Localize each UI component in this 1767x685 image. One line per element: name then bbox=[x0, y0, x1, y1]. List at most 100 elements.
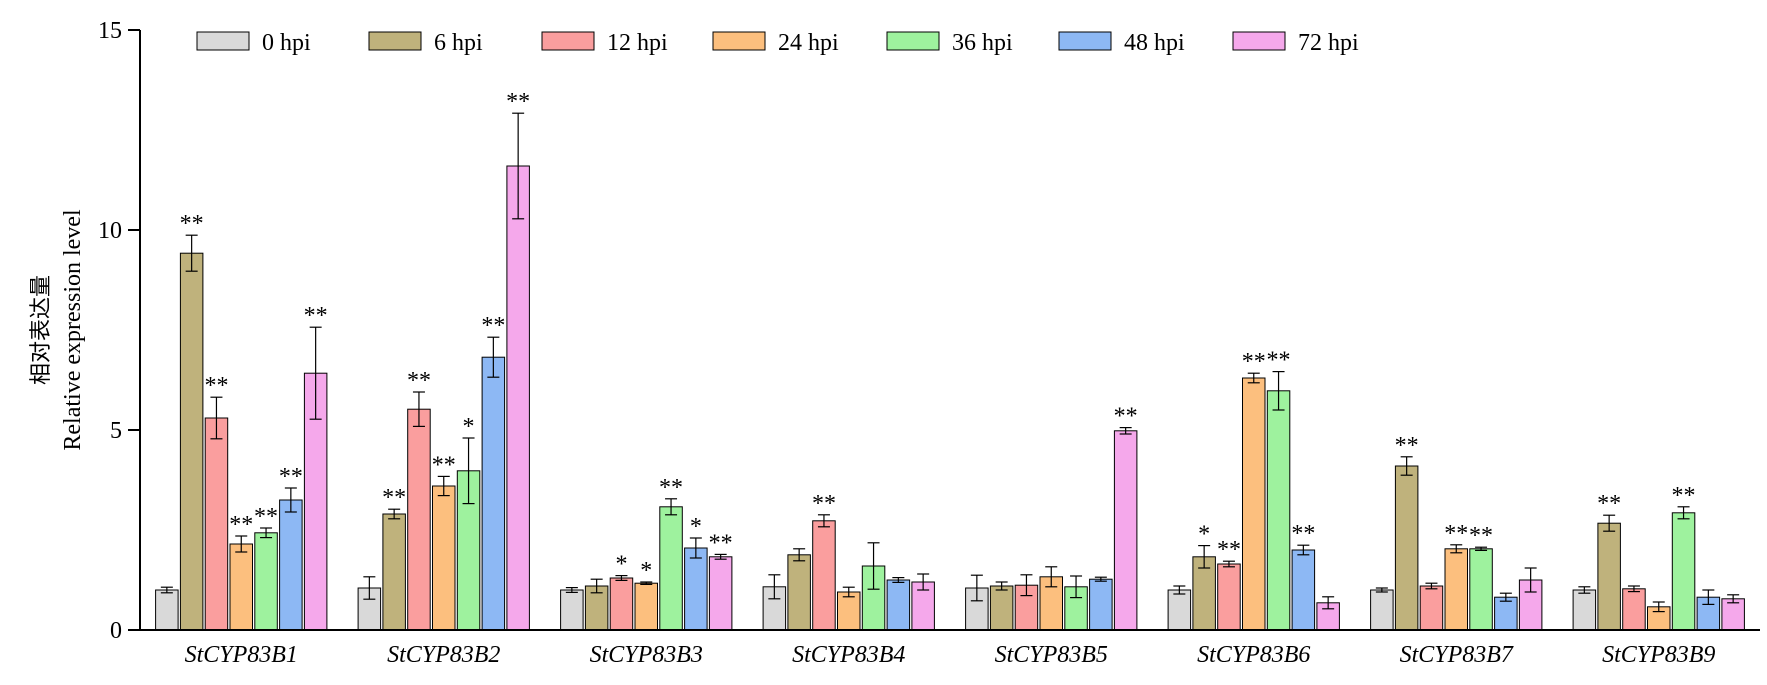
y-axis-title-cn: 相对表达量 bbox=[29, 275, 54, 385]
bar bbox=[1671, 512, 1696, 631]
significance-mark: ** bbox=[481, 313, 505, 339]
significance-mark: * bbox=[640, 558, 652, 584]
bar bbox=[560, 589, 584, 631]
significance-mark: ** bbox=[812, 491, 836, 517]
significance-mark: * bbox=[690, 514, 702, 540]
significance-mark: * bbox=[463, 414, 475, 440]
bar bbox=[684, 547, 708, 631]
bar bbox=[279, 499, 303, 631]
significance-mark: ** bbox=[659, 475, 683, 501]
bar bbox=[382, 513, 406, 631]
bar bbox=[481, 356, 506, 631]
bar bbox=[1242, 377, 1266, 631]
bar bbox=[1622, 588, 1646, 631]
significance-mark: ** bbox=[1672, 483, 1696, 509]
x-tick-label: StCYP83B6 bbox=[1197, 642, 1310, 668]
bar bbox=[989, 585, 1014, 631]
bar bbox=[1217, 563, 1241, 631]
legend-label: 24 hpi bbox=[778, 30, 839, 56]
legend-swatch bbox=[196, 31, 250, 51]
significance-mark: ** bbox=[1114, 404, 1138, 430]
significance-mark: ** bbox=[1444, 521, 1468, 547]
bar bbox=[1721, 598, 1745, 631]
bar bbox=[432, 485, 456, 631]
bar bbox=[837, 591, 861, 631]
legend-label: 0 hpi bbox=[262, 30, 311, 56]
legend-label: 6 hpi bbox=[434, 30, 483, 56]
bar bbox=[1469, 548, 1493, 631]
x-tick-label: StCYP83B2 bbox=[387, 642, 500, 668]
significance-mark: ** bbox=[709, 530, 733, 556]
legend-label: 48 hpi bbox=[1124, 30, 1185, 56]
bar bbox=[659, 506, 683, 631]
y-tick-label: 5 bbox=[110, 418, 122, 444]
significance-mark: ** bbox=[1242, 349, 1266, 375]
legend-swatch bbox=[1232, 31, 1286, 51]
bar bbox=[634, 582, 658, 631]
y-ticks: 0 5 10 15 bbox=[98, 18, 140, 644]
bar bbox=[1494, 596, 1518, 631]
significance-mark: * bbox=[1198, 522, 1210, 548]
bar bbox=[1597, 522, 1621, 631]
bar bbox=[708, 556, 733, 631]
y-axis-title: Relative expression level bbox=[60, 209, 86, 451]
significance-mark: ** bbox=[1267, 348, 1291, 374]
x-tick-label: StCYP83B4 bbox=[792, 642, 905, 668]
axes bbox=[139, 30, 1760, 631]
significance-mark: ** bbox=[1395, 433, 1419, 459]
y-tick-label: 15 bbox=[98, 18, 122, 44]
bar bbox=[812, 520, 836, 631]
significance-mark: * bbox=[615, 552, 627, 578]
bar bbox=[506, 165, 530, 631]
significance-mark: ** bbox=[304, 303, 328, 329]
legend-swatch bbox=[886, 31, 940, 51]
bar bbox=[1419, 585, 1444, 631]
legend-swatch bbox=[541, 31, 595, 51]
bar bbox=[407, 408, 431, 631]
x-tick-label: StCYP83B3 bbox=[590, 642, 703, 668]
bar bbox=[787, 554, 811, 631]
significance-mark: ** bbox=[1291, 521, 1315, 547]
bar bbox=[1444, 548, 1468, 631]
legend-label: 12 hpi bbox=[607, 30, 668, 56]
significance-mark: ** bbox=[180, 211, 204, 237]
legend: 0 hpi 6 hpi 12 hpi 24 hpi 36 hpi 48 hpi 72 hpi bbox=[196, 30, 1359, 56]
legend-label: 36 hpi bbox=[952, 30, 1013, 56]
significance-mark: ** bbox=[1217, 537, 1241, 563]
bar bbox=[1394, 465, 1419, 631]
bar bbox=[1370, 589, 1394, 631]
bar bbox=[179, 252, 204, 631]
y-tick-label: 0 bbox=[110, 618, 122, 644]
bar bbox=[609, 577, 634, 631]
x-labels: StCYP83B1 StCYP83B2 StCYP83B3 StCYP83B4 StCY… bbox=[185, 642, 1716, 668]
x-tick-label: StCYP83B1 bbox=[185, 642, 298, 668]
bar bbox=[204, 417, 229, 631]
significance-mark: ** bbox=[506, 89, 530, 115]
legend-swatch bbox=[1058, 31, 1112, 51]
bars: ****** ****************** *************** *… bbox=[155, 89, 1745, 631]
bar bbox=[254, 532, 278, 631]
y-tick-label: 10 bbox=[98, 218, 122, 244]
bar bbox=[886, 579, 911, 631]
x-tick-label: StCYP83B9 bbox=[1602, 642, 1715, 668]
bar bbox=[1572, 589, 1597, 631]
bar bbox=[155, 589, 179, 631]
significance-mark: ** bbox=[382, 485, 406, 511]
significance-mark: ** bbox=[254, 504, 278, 530]
significance-mark: ** bbox=[279, 464, 303, 490]
significance-mark: ** bbox=[204, 373, 228, 399]
legend-label: 72 hpi bbox=[1298, 30, 1359, 56]
x-tick-label: StCYP83B7 bbox=[1400, 642, 1514, 668]
significance-mark: ** bbox=[407, 368, 431, 394]
x-tick-label: StCYP83B5 bbox=[995, 642, 1108, 668]
bar bbox=[1089, 578, 1113, 631]
bar bbox=[1266, 390, 1291, 631]
significance-mark: ** bbox=[1469, 523, 1493, 549]
bar bbox=[229, 543, 253, 631]
significance-mark: ** bbox=[229, 512, 253, 538]
bar bbox=[1291, 549, 1316, 631]
legend-swatch bbox=[712, 31, 766, 51]
significance-mark: ** bbox=[1597, 491, 1621, 517]
bar bbox=[1167, 589, 1192, 631]
